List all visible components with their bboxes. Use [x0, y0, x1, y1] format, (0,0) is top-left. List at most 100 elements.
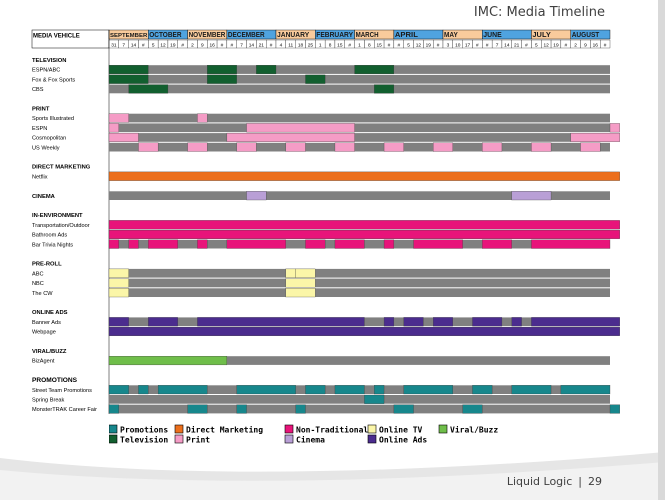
row-label: Cosmopolitan	[32, 136, 66, 142]
active-bar	[108, 268, 129, 278]
week-label: 19	[553, 42, 559, 48]
week-label: #	[397, 42, 400, 48]
active-bar	[207, 74, 237, 84]
week-label: 1	[358, 42, 361, 48]
week-label: #	[221, 42, 224, 48]
legend-swatch	[174, 424, 184, 434]
active-bar	[413, 239, 463, 249]
week-label: #	[388, 42, 391, 48]
active-bar	[383, 239, 395, 249]
row-track	[109, 191, 610, 200]
active-bar	[108, 356, 228, 366]
active-bar	[511, 385, 552, 395]
legend-label: Cinema	[296, 434, 325, 444]
active-bar	[285, 288, 316, 298]
week-label: #	[564, 42, 567, 48]
section-header: PRINT	[32, 107, 50, 113]
row-label: The CW	[32, 291, 53, 297]
active-bar	[148, 239, 178, 249]
legend-swatch	[109, 424, 118, 434]
week-label: 2	[574, 42, 577, 48]
active-bar	[256, 65, 277, 75]
active-bar	[285, 278, 316, 288]
row-track	[109, 288, 610, 297]
active-bar	[482, 142, 503, 152]
week-label: #	[142, 42, 145, 48]
month-label: JANUARY	[277, 32, 310, 39]
section-header: PROMOTIONS	[32, 377, 78, 384]
section-header: ONLINE ADS	[32, 310, 68, 316]
week-label: 10	[455, 42, 461, 48]
month-label: NOVEMBER	[189, 32, 226, 39]
active-bar	[108, 229, 620, 239]
week-label: 4	[280, 42, 283, 48]
week-label: 15	[337, 42, 343, 48]
active-bar	[472, 317, 503, 327]
week-label: #	[270, 42, 273, 48]
active-bar	[138, 142, 159, 152]
active-bar	[580, 142, 601, 152]
section-header: TELEVISION	[32, 58, 66, 64]
active-bar	[570, 132, 620, 142]
week-cell	[600, 39, 611, 49]
active-bar	[108, 278, 129, 288]
month-label: APRIL	[395, 32, 419, 39]
week-label: 19	[426, 42, 432, 48]
active-bar	[128, 239, 139, 249]
active-bar	[108, 65, 149, 75]
week-label: #	[525, 42, 528, 48]
legend-label: Non-Traditional	[296, 424, 368, 434]
active-bar	[157, 385, 208, 395]
week-label: 16	[209, 42, 215, 48]
active-bar	[236, 385, 296, 395]
row-track	[109, 123, 610, 133]
active-bar	[305, 74, 326, 84]
week-label: 21	[259, 42, 265, 48]
month-label: SEPTEMBER	[110, 33, 147, 39]
chart-legend: Promotions Direct Marketing Non-Traditiona…	[109, 424, 498, 444]
active-bar	[433, 142, 453, 152]
active-bar	[305, 385, 326, 395]
legend-label: Online TV	[379, 424, 423, 434]
active-bar	[108, 132, 139, 142]
week-label: 1	[319, 42, 322, 48]
active-bar	[364, 394, 385, 404]
row-label: Bar Trivia Nights	[32, 242, 73, 248]
footer-swoosh	[0, 452, 665, 500]
active-bar	[148, 317, 178, 327]
section-header: CINEMA	[32, 194, 56, 200]
week-label: 7	[496, 42, 499, 48]
row-label: Netflix	[32, 174, 48, 180]
active-bar	[560, 385, 611, 395]
row-track	[109, 278, 610, 288]
active-bar	[108, 385, 129, 395]
legend-swatch	[109, 434, 118, 444]
week-label: 3	[447, 42, 450, 48]
footer: Liquid Logic | 29	[504, 475, 605, 488]
active-bar	[482, 239, 512, 249]
month-label: AUGUST	[572, 32, 600, 39]
week-label: 5	[535, 42, 538, 48]
active-bar	[334, 385, 365, 395]
week-label: 7	[122, 42, 125, 48]
active-bar	[207, 65, 237, 75]
week-label: 12	[160, 42, 166, 48]
week-label: 11	[288, 42, 293, 48]
active-bar	[285, 142, 306, 152]
month-label: FEBRUARY	[316, 32, 353, 39]
active-bar	[531, 317, 620, 327]
row-label: Bathroom Ads	[32, 233, 67, 239]
row-label: Spring Break	[32, 398, 65, 404]
week-label: #	[181, 42, 184, 48]
active-bar	[108, 317, 129, 327]
active-bar	[374, 84, 395, 94]
row-label: ESPN	[32, 126, 47, 132]
active-bar	[108, 288, 129, 298]
active-bar	[138, 385, 149, 395]
week-label: #	[230, 42, 233, 48]
legend-swatch	[367, 434, 377, 444]
week-label: #	[437, 42, 440, 48]
week-label: #	[604, 42, 607, 48]
row-label: Fox & Fox Sports	[32, 77, 75, 83]
legend-swatch	[174, 434, 184, 444]
